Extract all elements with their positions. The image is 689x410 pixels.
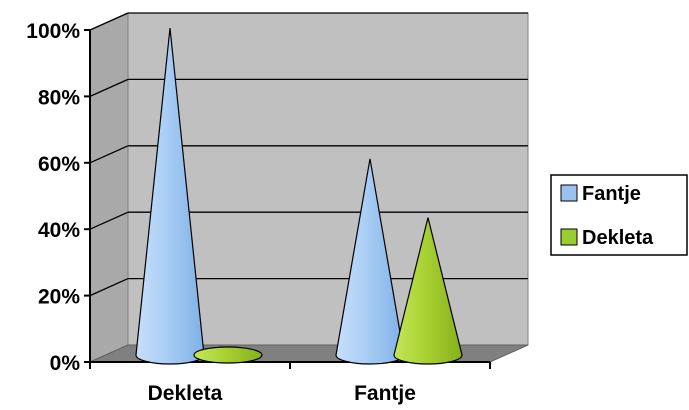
gridline-side [89, 12, 129, 31]
gridline-side [89, 145, 129, 164]
gridline-side [89, 211, 129, 230]
y-axis: 0% 20% 40% 60% 80% 100% [26, 20, 90, 375]
cone-dekleta-fantje [393, 217, 463, 365]
x-tick-label: Fantje [354, 382, 416, 405]
y-tick-label: 100% [26, 20, 80, 43]
x-tick-label: Dekleta [148, 382, 223, 405]
gridline-side [89, 78, 129, 97]
x-axis: Dekleta Fantje [89, 362, 491, 405]
y-tick-label: 40% [38, 219, 80, 242]
chart-side-wall [89, 12, 129, 363]
y-tick-label: 60% [38, 153, 80, 176]
cone-dekleta-dekleta [193, 346, 263, 364]
cone-base [193, 346, 263, 364]
legend-label-fantje: Fantje [582, 183, 641, 205]
legend-swatch-fantje [560, 184, 578, 202]
y-tick-label: 80% [38, 86, 80, 109]
legend-label-dekleta: Dekleta [582, 227, 654, 249]
legend: Fantje Dekleta [550, 174, 688, 256]
y-tick-label: 0% [50, 352, 81, 375]
gridline-side [89, 278, 129, 297]
plot-area [135, 27, 463, 365]
legend-swatch-dekleta [560, 228, 578, 246]
cone-body [393, 217, 463, 365]
y-tick-label: 20% [38, 286, 80, 309]
